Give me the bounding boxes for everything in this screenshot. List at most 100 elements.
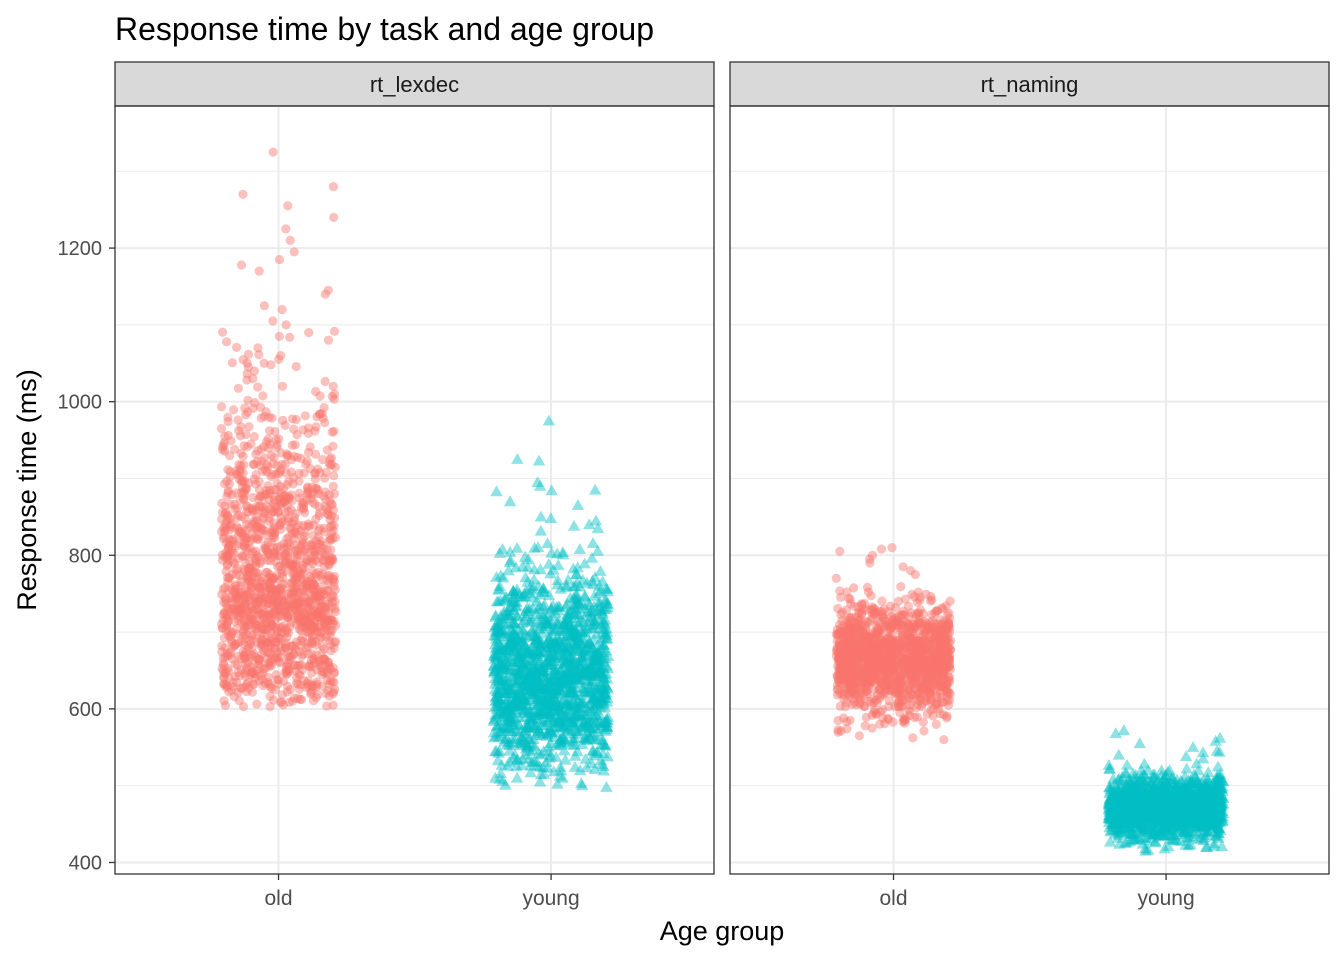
data-point	[250, 523, 260, 533]
data-point	[286, 588, 296, 598]
data-point	[270, 644, 280, 654]
data-point	[285, 557, 295, 568]
data-point	[600, 629, 613, 641]
data-point	[279, 495, 289, 505]
data-point	[560, 687, 573, 699]
data-point	[243, 574, 253, 584]
data-point	[600, 720, 614, 731]
data-point	[296, 660, 307, 670]
data-point	[264, 513, 274, 523]
data-point	[297, 537, 308, 547]
data-point	[331, 606, 341, 617]
data-point	[511, 453, 524, 464]
data-point	[272, 570, 282, 581]
data-point	[306, 680, 316, 690]
data-point	[239, 533, 249, 543]
data-point	[303, 581, 313, 591]
data-point	[261, 628, 271, 638]
data-point	[534, 768, 548, 780]
data-point	[247, 643, 257, 653]
data-point	[319, 527, 330, 537]
data-point	[535, 716, 549, 727]
data-point	[292, 550, 303, 560]
data-point	[236, 587, 246, 598]
data-point	[263, 481, 273, 491]
data-point	[218, 653, 228, 663]
data-point	[329, 643, 339, 653]
data-point	[254, 654, 264, 664]
data-point	[262, 460, 272, 470]
data-point	[565, 686, 578, 697]
data-point	[518, 614, 531, 625]
data-point	[250, 556, 260, 566]
data-point	[246, 652, 256, 662]
data-point	[265, 584, 275, 595]
data-point	[275, 610, 285, 621]
data-point	[233, 470, 243, 480]
data-point	[279, 539, 289, 549]
data-point	[290, 666, 300, 676]
data-point	[267, 573, 277, 583]
data-point	[289, 574, 299, 585]
data-point	[259, 301, 269, 311]
data-point	[223, 488, 233, 498]
data-point	[261, 530, 271, 540]
data-point	[313, 591, 323, 601]
data-point	[537, 664, 551, 676]
data-point	[511, 700, 524, 712]
data-point	[252, 511, 262, 521]
data-point	[296, 635, 306, 646]
x-tick-label: old	[265, 887, 293, 910]
data-point	[288, 472, 299, 483]
data-point	[570, 593, 584, 605]
data-point	[552, 615, 565, 626]
data-point	[551, 675, 564, 687]
data-point	[547, 713, 561, 725]
data-point	[269, 622, 280, 632]
data-point	[594, 613, 608, 624]
data-point	[243, 657, 253, 668]
data-point	[218, 658, 228, 668]
data-point	[320, 376, 330, 387]
data-point	[320, 654, 330, 664]
data-point	[294, 476, 304, 486]
data-point	[548, 699, 561, 711]
data-point	[266, 633, 276, 643]
data-point	[489, 610, 502, 622]
data-point	[319, 620, 329, 630]
data-point	[320, 289, 330, 299]
data-point	[243, 607, 253, 617]
data-point	[326, 640, 336, 650]
data-point	[512, 649, 525, 661]
data-point	[303, 642, 313, 652]
data-point	[284, 665, 294, 675]
data-point	[261, 543, 271, 553]
data-point	[887, 543, 897, 553]
data-point	[313, 567, 323, 577]
data-point	[290, 660, 300, 670]
data-point	[219, 633, 230, 643]
data-point	[219, 526, 230, 537]
data-point	[504, 710, 517, 722]
data-point	[321, 622, 331, 632]
data-point	[243, 606, 253, 617]
data-point	[322, 657, 332, 667]
data-point	[242, 687, 252, 697]
data-point	[305, 620, 315, 630]
data-point	[290, 605, 300, 615]
data-point	[218, 442, 228, 452]
data-point	[240, 671, 250, 681]
data-point	[329, 581, 339, 591]
data-point	[260, 541, 270, 551]
data-point	[488, 672, 502, 683]
data-point	[270, 556, 280, 567]
data-point	[257, 609, 267, 619]
data-point	[290, 440, 300, 450]
data-point	[324, 657, 334, 667]
data-point	[244, 576, 254, 586]
data-point	[314, 620, 324, 630]
data-point	[282, 687, 292, 697]
data-point	[566, 687, 579, 698]
data-point	[249, 459, 259, 470]
data-point	[302, 555, 312, 565]
